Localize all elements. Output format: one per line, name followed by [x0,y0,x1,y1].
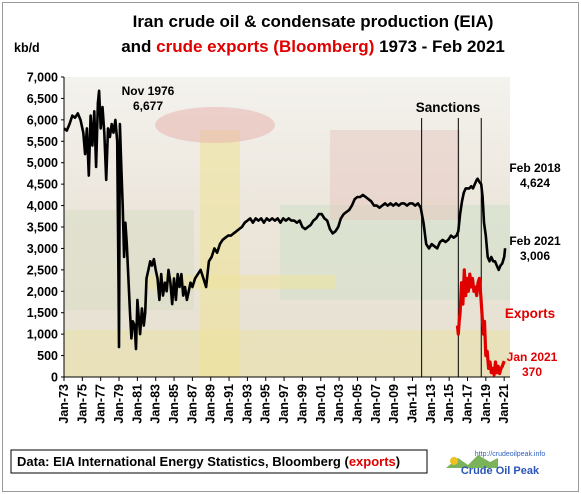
logo-url: http://crudeoilpeak.info [475,451,546,458]
annotation-nov1976-value: 6,677 [133,99,163,113]
x-tick-label: Jan-79 [112,384,126,424]
y-tick-labels: 0 500 1,000 1,500 2,000 2,500 3,000 3,500 4,000 4… [27,71,64,385]
y-tick-label: 4,500 [27,178,58,192]
y-tick-label: 2,000 [27,285,58,299]
source-exports: exports [349,454,396,469]
y-tick-label: 2,500 [27,263,58,277]
y-tick-label: 500 [37,349,58,363]
x-tick-label: Jan-09 [387,384,401,424]
x-tick-label: Jan-87 [185,384,199,424]
source-box: Data: EIA International Energy Statistic… [10,449,428,474]
annotation-nov1976-date: Nov 1976 [122,84,175,98]
subtitle-suffix: 1973 - Feb 2021 [374,37,504,56]
production-line [63,89,507,351]
y-tick-label: 1,000 [27,328,58,342]
logo-mountain-icon [446,455,498,468]
source-suffix: ) [396,454,400,469]
x-tick-label: Jan-83 [149,384,163,424]
x-tick-label: Jan-89 [204,384,218,424]
subtitle-exports: crude exports (Bloomberg) [156,37,374,56]
y-tick-label: 7,000 [27,71,58,85]
y-tick-label: 5,500 [27,135,58,149]
x-tick-label: Jan-05 [350,384,364,424]
annotations: Nov 1976 6,677 Sanctions Feb 2018 4,624 … [122,84,561,379]
x-tick-label: Jan-73 [57,384,71,424]
y-tick-label: 0 [51,371,58,385]
logo-sun-icon [450,457,458,465]
series-lines [63,89,507,377]
x-tick-label: Jan-19 [479,384,493,424]
x-tick-label: Jan-91 [222,384,236,424]
x-tick-label: Jan-07 [369,384,383,424]
x-tick-label: Jan-97 [277,384,291,424]
x-tick-label: Jan-93 [240,384,254,424]
source-prefix: Data: EIA International Energy Statistic… [17,454,349,469]
y-tick-label: 6,500 [27,92,58,106]
x-tick-label: Jan-75 [75,384,89,424]
x-tick-label: Jan-85 [167,384,181,424]
crude-oil-peak-logo: http://crudeoilpeak.info Crude Oil Peak [446,451,545,477]
annotation-jan2021-date: Jan 2021 [507,350,558,364]
chart-title: Iran crude oil & condensate production (… [133,12,494,31]
x-tick-labels: Jan-73 Jan-75 Jan-77 Jan-79 Jan-81 Jan-83 Jan-… [57,377,511,424]
x-tick-label: Jan-77 [94,384,108,424]
annotation-jan2021-value: 370 [522,365,542,379]
x-tick-label: Jan-99 [295,384,309,424]
y-axis-label: kb/d [14,41,40,55]
y-tick-label: 6,000 [27,113,58,127]
y-tick-label: 3,500 [27,221,58,235]
y-tick-label: 1,500 [27,306,58,320]
exports-line [455,268,506,377]
logo-name: Crude Oil Peak [461,465,540,477]
x-tick-label: Jan-15 [442,384,456,424]
source-text: Data: EIA International Energy Statistic… [17,454,400,469]
annotation-feb2018-value: 4,624 [520,176,550,190]
y-tick-label: 4,000 [27,199,58,213]
x-tick-label: Jan-03 [332,384,346,424]
annotation-feb2021-date: Feb 2021 [509,234,561,248]
subtitle-prefix: and [121,37,156,56]
x-tick-label: Jan-11 [405,384,419,423]
chart-subtitle: and crude exports (Bloomberg) 1973 - Feb… [121,37,505,56]
x-tick-label: Jan-95 [259,384,273,424]
y-tick-label: 5,000 [27,156,58,170]
y-tick-label: 3,000 [27,242,58,256]
annotation-feb2021-value: 3,006 [520,249,550,263]
x-tick-label: Jan-21 [497,384,511,424]
annotation-exports: Exports [505,306,555,321]
annotation-sanctions: Sanctions [416,100,481,115]
x-tick-label: Jan-81 [130,384,144,424]
x-tick-label: Jan-17 [460,384,474,424]
x-tick-label: Jan-01 [314,384,328,424]
annotation-feb2018-date: Feb 2018 [509,161,561,175]
x-tick-label: Jan-13 [424,384,438,424]
